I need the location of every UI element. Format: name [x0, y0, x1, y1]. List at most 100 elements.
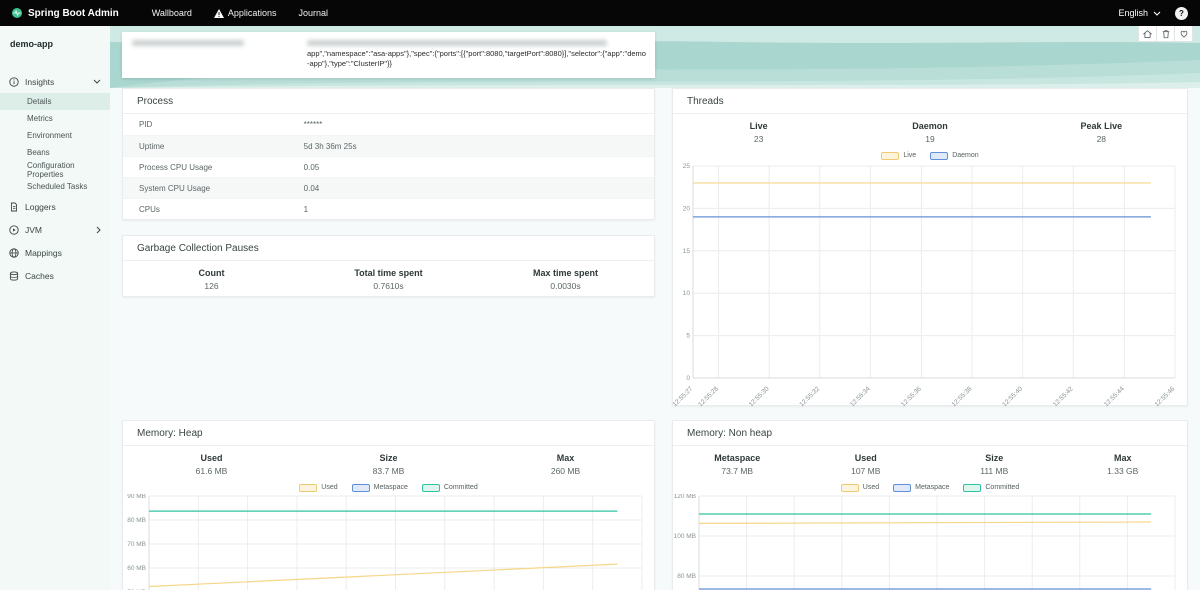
metadata-json-text: app","namespace":"asa-apps"},"spec":{"po…: [307, 49, 646, 68]
svg-text:12:55:46: 12:55:46: [1154, 385, 1177, 408]
panel-title: Threads: [673, 89, 1187, 114]
sidebar-subitem[interactable]: Beans: [27, 148, 50, 157]
sidebar-item-jvm[interactable]: JVM: [0, 218, 110, 241]
sidebar-item-insights[interactable]: Insights: [0, 70, 110, 93]
sidebar-subitem[interactable]: Details: [0, 93, 110, 110]
sidebar-subitem[interactable]: Configuration Properties: [27, 160, 75, 179]
stat-label: Metaspace: [714, 453, 761, 463]
favorite-button[interactable]: [1174, 25, 1193, 42]
row-value: 0.04: [303, 183, 320, 193]
nav-wallboard[interactable]: Wallboard: [152, 8, 192, 18]
language-selector[interactable]: English: [1118, 8, 1161, 18]
svg-text:5: 5: [686, 333, 690, 340]
stat-value: 1.33 GB: [1107, 466, 1139, 476]
stat: Total time spent 0.7610s: [300, 268, 477, 291]
brand[interactable]: Spring Boot Admin: [12, 8, 119, 19]
sidebar-subitem[interactable]: Scheduled Tasks: [27, 182, 88, 191]
svg-text:12:55:27: 12:55:27: [673, 385, 695, 408]
table-row: System CPU Usage 0.04: [123, 177, 654, 198]
nav-applications[interactable]: Applications: [213, 8, 276, 18]
row-label: CPUs: [139, 204, 160, 214]
legend-item: Live: [881, 151, 917, 160]
home-button[interactable]: [1138, 25, 1157, 42]
table-row: PID ******: [123, 114, 654, 135]
legend-swatch: [881, 151, 900, 160]
sidebar-subitem[interactable]: Metrics: [27, 114, 53, 123]
table-row: Uptime 5d 3h 36m 25s: [123, 135, 654, 156]
stat-label: Max: [1113, 453, 1132, 463]
stat: Daemon 19: [844, 121, 1015, 144]
stat-value: 23: [753, 134, 764, 144]
heap-stats: Used 61.6 MB Size 83.7 MB Max 260 MB: [123, 446, 654, 481]
database-icon: [9, 270, 19, 281]
svg-text:90 MB: 90 MB: [127, 494, 146, 500]
sidebar-item-mappings[interactable]: Mappings: [0, 241, 110, 264]
row-label: Process CPU Usage: [139, 162, 213, 172]
home-icon: [1143, 29, 1152, 38]
process-panel: Process PID ****** Uptime 5d 3h 36m 25s …: [122, 88, 655, 220]
legend-swatch: [963, 483, 982, 492]
svg-text:120 MB: 120 MB: [674, 494, 696, 500]
stat-label: Live: [749, 121, 768, 131]
sidebar: demo-app Insights Details Metrics Enviro…: [0, 26, 110, 590]
stat: Used 107 MB: [802, 453, 931, 476]
svg-text:15: 15: [683, 248, 691, 255]
svg-text:12:55:42: 12:55:42: [1052, 385, 1075, 408]
stat-value: 0.7610s: [373, 281, 404, 291]
panel-title: Process: [123, 89, 654, 114]
stat: Metaspace 73.7 MB: [673, 453, 802, 476]
legend-label: Used: [862, 484, 880, 491]
help-icon[interactable]: ?: [1175, 6, 1188, 20]
panel-title: Garbage Collection Pauses: [123, 236, 654, 261]
svg-text:80 MB: 80 MB: [677, 573, 696, 580]
legend-label: Metaspace: [373, 484, 408, 491]
row-value: 5d 3h 36m 25s: [303, 141, 357, 151]
threads-legend: Live Daemon: [673, 149, 1187, 162]
globe-icon: [9, 247, 19, 258]
stat-label: Daemon: [912, 121, 948, 131]
stat-label: Size: [985, 453, 1004, 463]
legend-label: Live: [903, 152, 917, 159]
legend-item: Used: [299, 483, 338, 492]
stat: Live 23: [673, 121, 844, 144]
sidebar-item-loggers[interactable]: Loggers: [0, 195, 110, 218]
svg-text:12:55:44: 12:55:44: [1103, 385, 1126, 408]
panel-title: Memory: Heap: [123, 421, 654, 446]
stat-value: 83.7 MB: [372, 466, 405, 476]
stat: Size 111 MB: [930, 453, 1059, 476]
legend-swatch: [893, 483, 912, 492]
sidebar-item-caches[interactable]: Caches: [0, 264, 110, 287]
stat: Peak Live 28: [1016, 121, 1187, 144]
trash-icon: [1162, 29, 1169, 38]
row-value: 0.05: [303, 162, 320, 172]
legend-item: Committed: [421, 483, 478, 492]
sidebar-subitem[interactable]: Environment: [27, 131, 72, 140]
row-label: System CPU Usage: [139, 183, 211, 193]
legend-item: Metaspace: [351, 483, 408, 492]
stat-value: 260 MB: [550, 466, 581, 476]
legend-label: Daemon: [952, 152, 979, 159]
legend-swatch: [299, 483, 318, 492]
nav-journal[interactable]: Journal: [298, 8, 328, 18]
info-icon: [9, 76, 19, 87]
svg-text:80 MB: 80 MB: [127, 517, 146, 524]
svg-text:70 MB: 70 MB: [127, 541, 146, 548]
row-label: Uptime: [139, 141, 165, 151]
memory-heap-panel: Memory: Heap Used 61.6 MB Size 83.7 MB M…: [122, 420, 655, 590]
svg-text:12:55:34: 12:55:34: [849, 385, 872, 408]
redacted-text: [132, 40, 244, 46]
delete-button[interactable]: [1156, 25, 1175, 42]
heart-icon: [1180, 30, 1187, 38]
stat: Max 1.33 GB: [1059, 453, 1188, 476]
sidebar-app-name: demo-app: [10, 39, 54, 49]
stat-value: 111 MB: [980, 466, 1009, 476]
stat: Size 83.7 MB: [300, 453, 477, 476]
top-navbar: Spring Boot Admin Wallboard Applications…: [0, 0, 1200, 26]
nonheap-chart: 120 MB 100 MB 80 MB: [673, 493, 1187, 590]
legend-swatch: [930, 151, 949, 160]
document-icon: [11, 202, 17, 211]
svg-text:12:55:28: 12:55:28: [697, 385, 720, 408]
threads-stats: Live 23 Daemon 19 Peak Live 28: [673, 114, 1187, 149]
legend-label: Metaspace: [915, 484, 950, 491]
